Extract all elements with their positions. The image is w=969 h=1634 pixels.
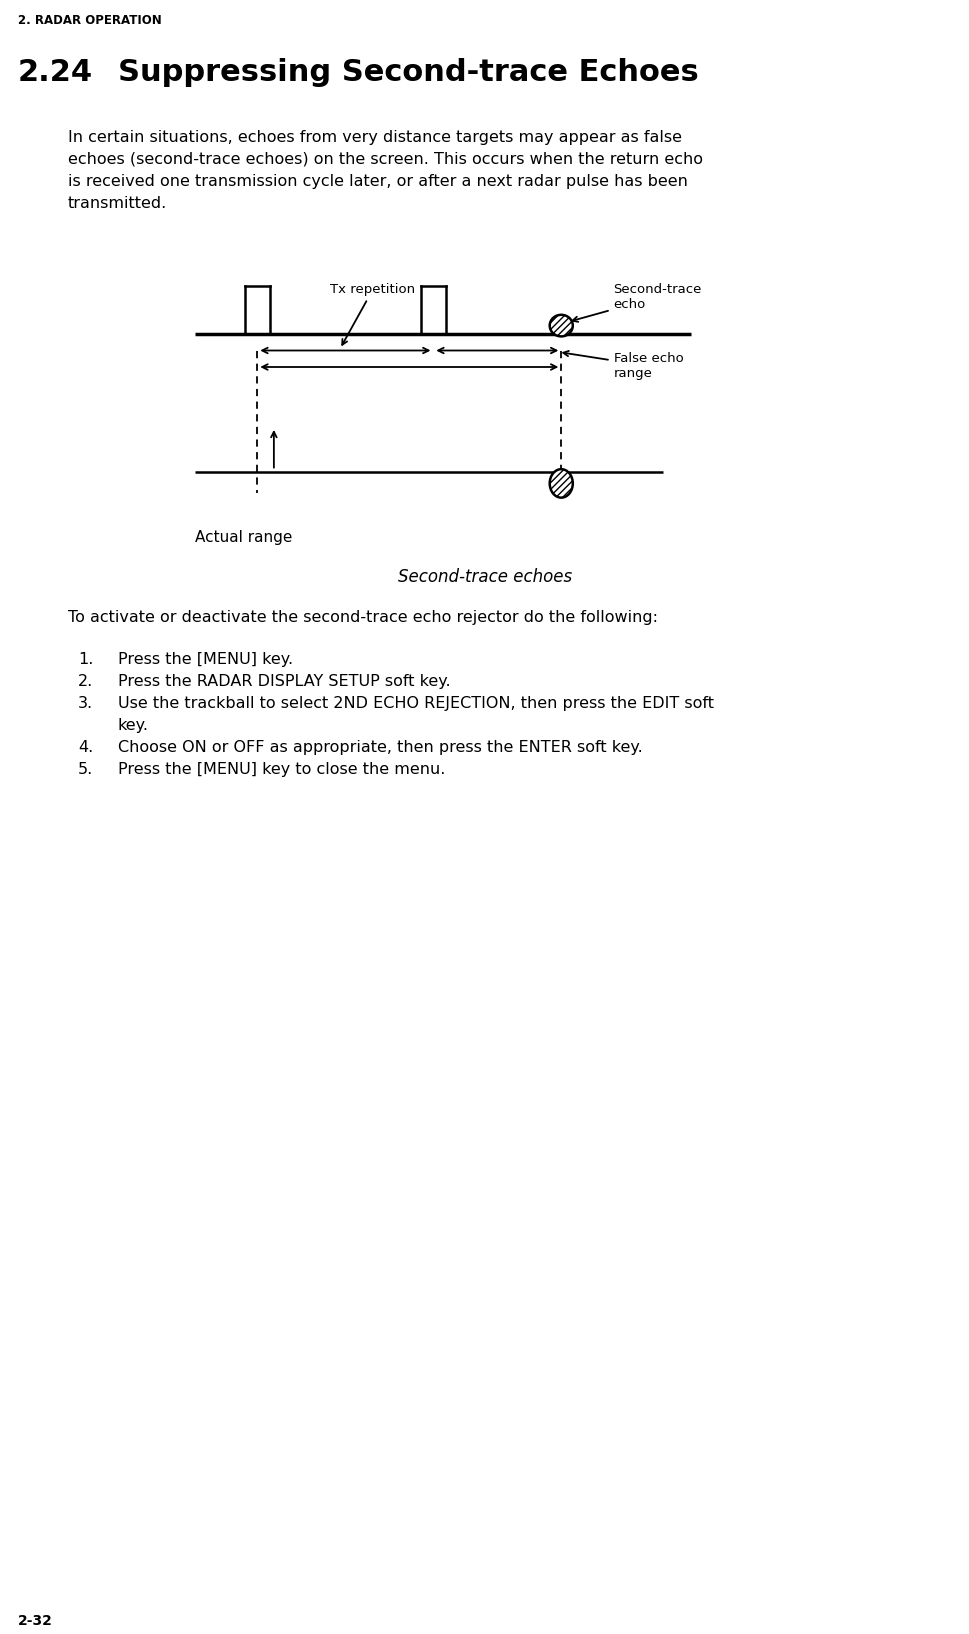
Text: Press the [MENU] key.: Press the [MENU] key.	[118, 652, 293, 667]
Text: To activate or deactivate the second-trace echo rejector do the following:: To activate or deactivate the second-tra…	[68, 609, 657, 624]
Text: 4.: 4.	[78, 740, 93, 755]
Text: Choose ON or OFF as appropriate, then press the ENTER soft key.: Choose ON or OFF as appropriate, then pr…	[118, 740, 642, 755]
Text: echoes (second-trace echoes) on the screen. This occurs when the return echo: echoes (second-trace echoes) on the scre…	[68, 152, 703, 167]
Text: 2.24: 2.24	[18, 57, 93, 87]
Text: Press the RADAR DISPLAY SETUP soft key.: Press the RADAR DISPLAY SETUP soft key.	[118, 673, 451, 690]
Text: is received one transmission cycle later, or after a next radar pulse has been: is received one transmission cycle later…	[68, 173, 687, 190]
Text: Tx repetition: Tx repetition	[330, 283, 415, 345]
Text: In certain situations, echoes from very distance targets may appear as false: In certain situations, echoes from very …	[68, 131, 681, 145]
Text: Press the [MENU] key to close the menu.: Press the [MENU] key to close the menu.	[118, 761, 445, 778]
Text: 2.: 2.	[78, 673, 93, 690]
Text: 5.: 5.	[78, 761, 93, 778]
Text: 1.: 1.	[78, 652, 93, 667]
Text: 2. RADAR OPERATION: 2. RADAR OPERATION	[18, 15, 162, 28]
Text: Use the trackball to select 2ND ECHO REJECTION, then press the EDIT soft: Use the trackball to select 2ND ECHO REJ…	[118, 696, 713, 711]
Text: Suppressing Second-trace Echoes: Suppressing Second-trace Echoes	[118, 57, 698, 87]
Ellipse shape	[549, 469, 573, 498]
Text: 3.: 3.	[78, 696, 93, 711]
Text: key.: key.	[118, 717, 149, 734]
Ellipse shape	[549, 315, 573, 337]
Text: Actual range: Actual range	[195, 529, 292, 546]
Text: Second-trace
echo: Second-trace echo	[572, 283, 702, 322]
Text: transmitted.: transmitted.	[68, 196, 167, 211]
Text: 2-32: 2-32	[18, 1614, 53, 1627]
Text: False echo
range: False echo range	[563, 351, 682, 381]
Text: Second-trace echoes: Second-trace echoes	[397, 569, 572, 587]
